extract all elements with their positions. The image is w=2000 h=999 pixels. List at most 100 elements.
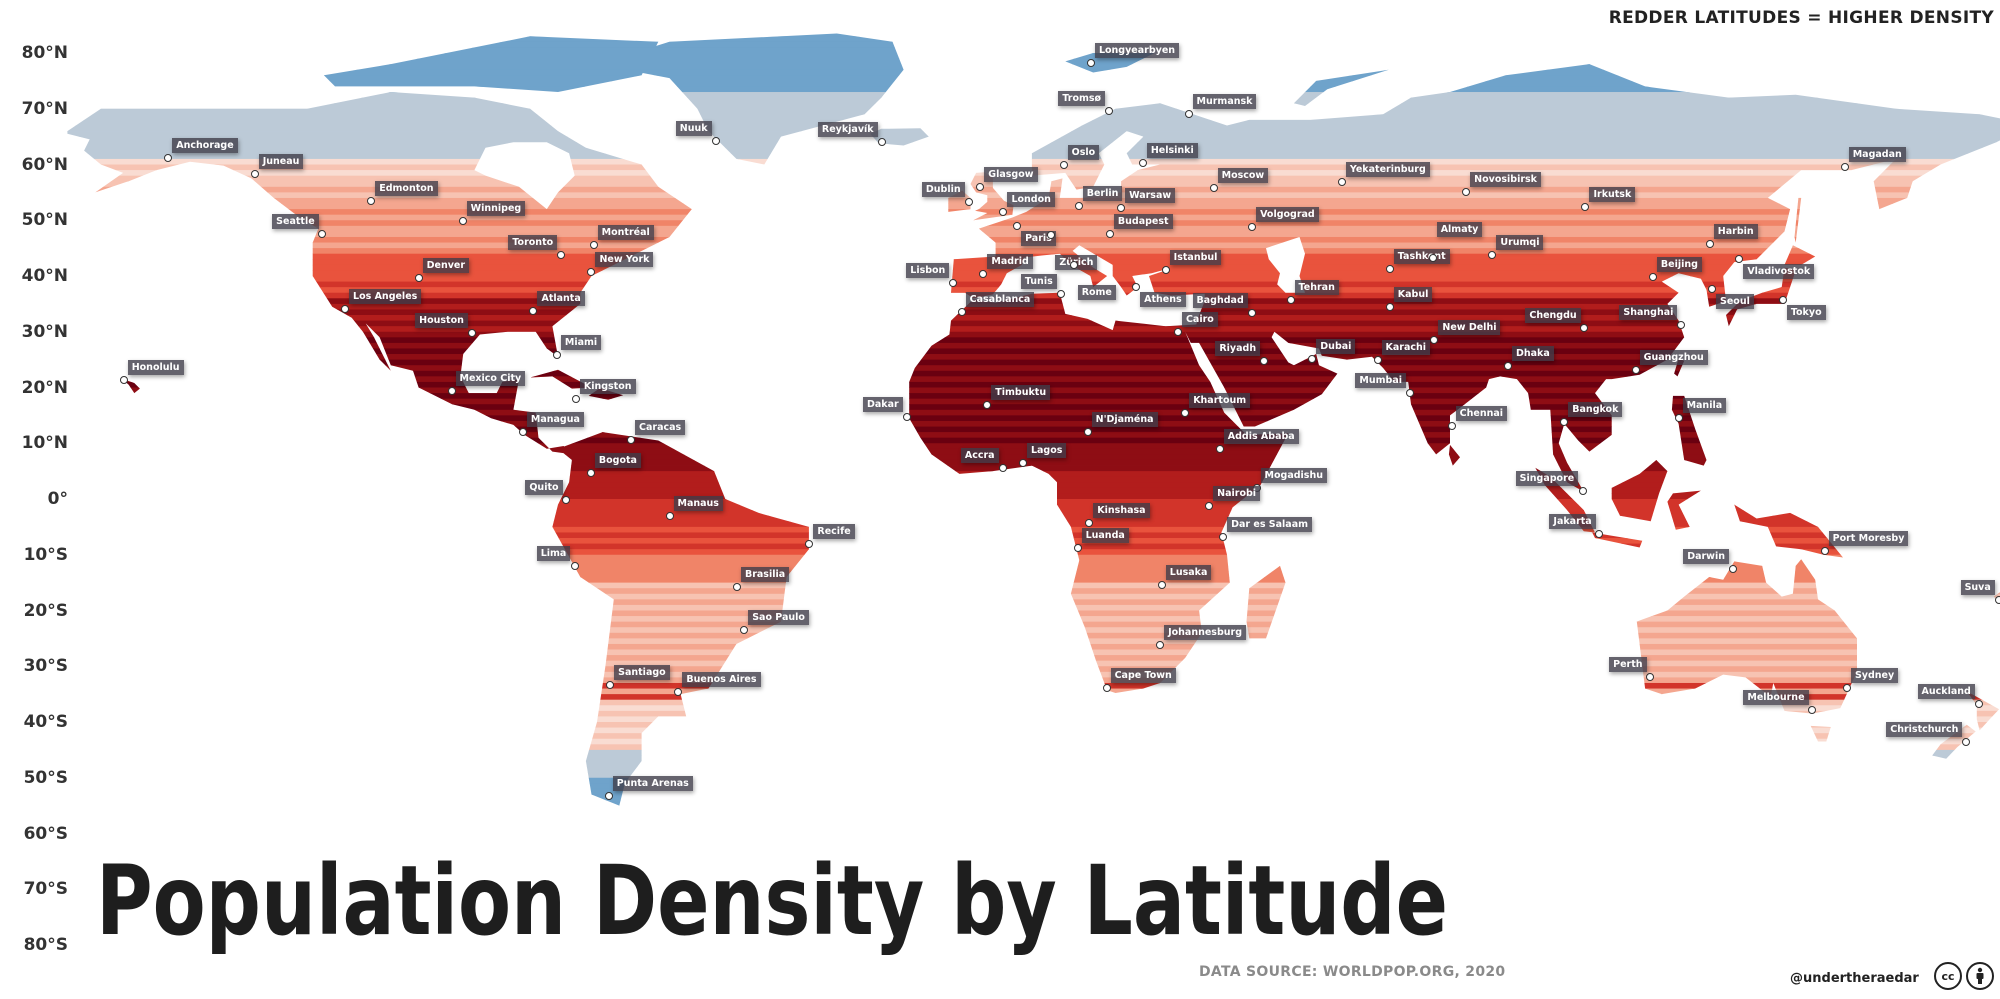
latitude-band [0, 806, 2000, 812]
latitude-band [67, 209, 2000, 216]
city-dot [1646, 673, 1655, 682]
city-label: Mogadishu [1260, 467, 1327, 483]
city-label: Johannesburg [1164, 625, 1247, 641]
latitude-band [67, 766, 2000, 773]
city-dot [1073, 544, 1082, 553]
city-dot [1181, 408, 1190, 417]
city-label: Baghdad [1192, 293, 1248, 309]
latitude-band [67, 248, 2000, 255]
latitude-band [67, 158, 2000, 165]
city-dot [1156, 641, 1165, 650]
city-dot [627, 436, 636, 445]
city-label: Rome [1077, 285, 1116, 301]
city-dot [1132, 283, 1141, 292]
city-label: Tehran [1294, 279, 1339, 295]
latitude-tick-label: 20°S [23, 600, 68, 621]
city-label: Paris [1021, 231, 1056, 247]
latitude-band [67, 281, 2000, 288]
city-dot [1018, 458, 1027, 467]
latitude-band [67, 777, 2000, 784]
latitude-band [67, 565, 2000, 572]
city-dot [877, 137, 886, 146]
city-label: Novosibirsk [1470, 172, 1541, 188]
latitude-band [67, 86, 2000, 93]
latitude-band [67, 192, 2000, 199]
latitude-band [67, 186, 2000, 193]
city-dot [902, 413, 911, 422]
city-label: Honolulu [127, 360, 184, 376]
city-label: Anchorage [172, 137, 238, 153]
city-label: Dar es Salaam [1227, 516, 1313, 532]
latitude-band [67, 348, 2000, 355]
latitude-band [67, 36, 2000, 43]
latitude-band [67, 738, 2000, 745]
latitude-band [67, 682, 2000, 689]
latitude-tick-label: 70°N [21, 98, 68, 119]
city-label: Khartoum [1189, 392, 1251, 408]
city-dot [586, 468, 595, 477]
latitude-band [67, 638, 2000, 645]
latitude-tick-label: 40°S [23, 712, 68, 732]
city-label: Dakar [862, 397, 903, 413]
city-label: Accra [960, 447, 999, 463]
city-dot [341, 305, 350, 314]
city-dot [1138, 159, 1147, 168]
latitude-band [67, 64, 2000, 71]
city-label: Vladivostok [1743, 263, 1815, 279]
city-dot [1503, 362, 1512, 371]
city-label: Los Angeles [349, 289, 422, 305]
city-label: Longyearbyen [1094, 43, 1180, 59]
city-dot [1974, 700, 1983, 709]
city-label: Tashkent [1393, 248, 1450, 264]
city-dot [570, 562, 579, 571]
latitude-band [67, 772, 2000, 779]
city-dot [1677, 321, 1686, 330]
city-label: Christchurch [1886, 721, 1963, 737]
latitude-band [67, 616, 2000, 623]
latitude-band [67, 604, 2000, 611]
city-dot [1161, 266, 1170, 275]
city-label: Seattle [272, 213, 319, 229]
city-label: New Delhi [1438, 319, 1501, 335]
legend-note: REDDER LATITUDES = HIGHER DENSITY [1608, 8, 1994, 28]
city-dot [1840, 162, 1849, 171]
city-dot [1215, 444, 1224, 453]
latitude-band [67, 236, 2000, 243]
city-label: New York [595, 252, 654, 268]
latitude-tick-label: 60°S [23, 823, 68, 844]
latitude-band [67, 493, 2000, 500]
city-dot [1337, 178, 1346, 187]
latitude-band [67, 381, 2000, 388]
city-dot [957, 307, 966, 316]
latitude-band [67, 733, 2000, 740]
latitude-tick-label: 50°N [21, 210, 68, 231]
city-dot [1820, 547, 1829, 556]
city-dot [1013, 222, 1022, 231]
city-dot [1173, 327, 1182, 336]
city-dot [414, 273, 423, 282]
latitude-band [67, 666, 2000, 673]
city-dot [740, 626, 749, 635]
city-label: Port Moresby [1828, 531, 1909, 547]
city-dot [1074, 202, 1083, 211]
latitude-band [67, 504, 2000, 511]
latitude-band [67, 337, 2000, 344]
city-label: Manila [1682, 397, 1727, 413]
latitude-band [67, 588, 2000, 595]
city-label: Perth [1609, 657, 1647, 673]
latitude-band [67, 92, 2000, 98]
latitude-band [67, 487, 2000, 494]
city-label: Beijing [1656, 256, 1702, 272]
latitude-band [67, 788, 2000, 795]
latitude-band [67, 231, 2000, 238]
city-label: Magadan [1848, 146, 1906, 162]
city-label: Istanbul [1169, 250, 1222, 266]
latitude-band [67, 114, 2000, 121]
lake [1266, 237, 1305, 293]
latitude-band [67, 632, 2000, 639]
city-dot [250, 169, 259, 178]
latitude-band [67, 593, 2000, 600]
latitude-band [67, 655, 2000, 662]
city-label: Warsaw [1125, 187, 1176, 203]
city-dot [1105, 230, 1114, 239]
